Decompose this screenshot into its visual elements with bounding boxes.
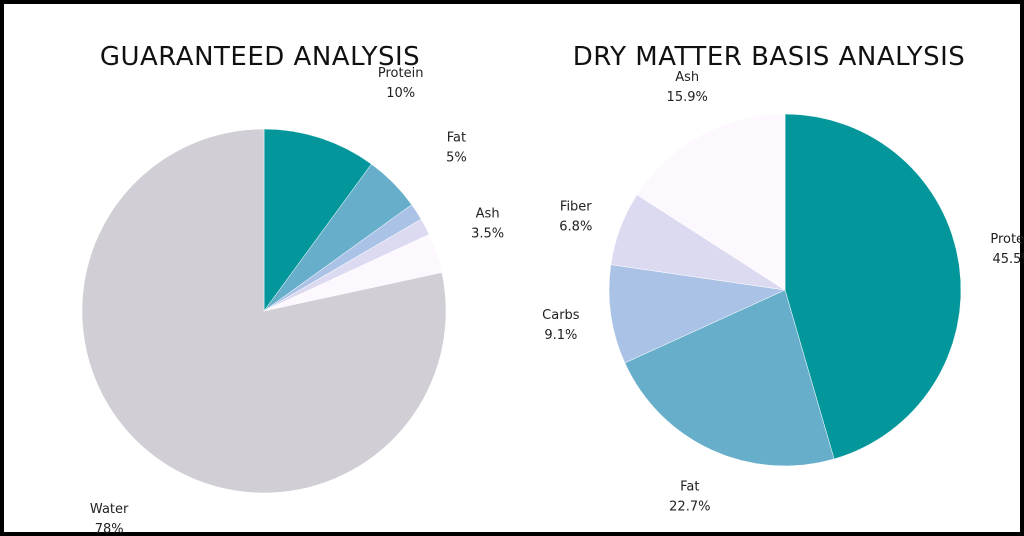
slice-label-1-1: Fat xyxy=(680,480,699,495)
slice-value-0-4: 3.5% xyxy=(471,227,504,242)
pie-slice-1-1 xyxy=(624,289,835,467)
slice-label-0-0: Protein xyxy=(378,66,424,81)
slice-label-0-4: Ash xyxy=(476,207,500,222)
slice-value-0-1: 5% xyxy=(446,151,467,166)
chart-title-guaranteed-analysis: GUARANTEED ANALYSIS xyxy=(99,42,421,72)
pie-slice-1-0 xyxy=(784,113,962,460)
slice-value-1-4: 15.9% xyxy=(667,90,708,105)
pie-slice-0-5 xyxy=(81,128,447,494)
slice-label-0-5: Water xyxy=(90,502,129,517)
slice-label-1-2: Carbs xyxy=(542,308,580,323)
pie-slice-0-0 xyxy=(263,128,372,312)
slice-label-0-1: Fat xyxy=(447,131,466,146)
pie-slice-1-2 xyxy=(608,264,786,364)
slice-value-1-3: 6.8% xyxy=(559,219,592,234)
chart-title-dry-matter-basis-analysis: DRY MATTER BASIS ANALYSIS xyxy=(572,42,966,72)
slice-value-0-5: 78% xyxy=(95,522,124,536)
pie-slice-1-4 xyxy=(636,113,786,291)
slice-value-1-0: 45.5% xyxy=(992,252,1024,267)
slice-label-1-0: Protein xyxy=(990,232,1024,247)
slice-label-1-4: Ash xyxy=(675,70,699,85)
slice-label-1-3: Fiber xyxy=(560,199,592,214)
slice-value-0-0: 10% xyxy=(386,86,415,101)
slice-value-1-2: 9.1% xyxy=(544,328,577,343)
slice-value-1-1: 22.7% xyxy=(669,500,710,515)
